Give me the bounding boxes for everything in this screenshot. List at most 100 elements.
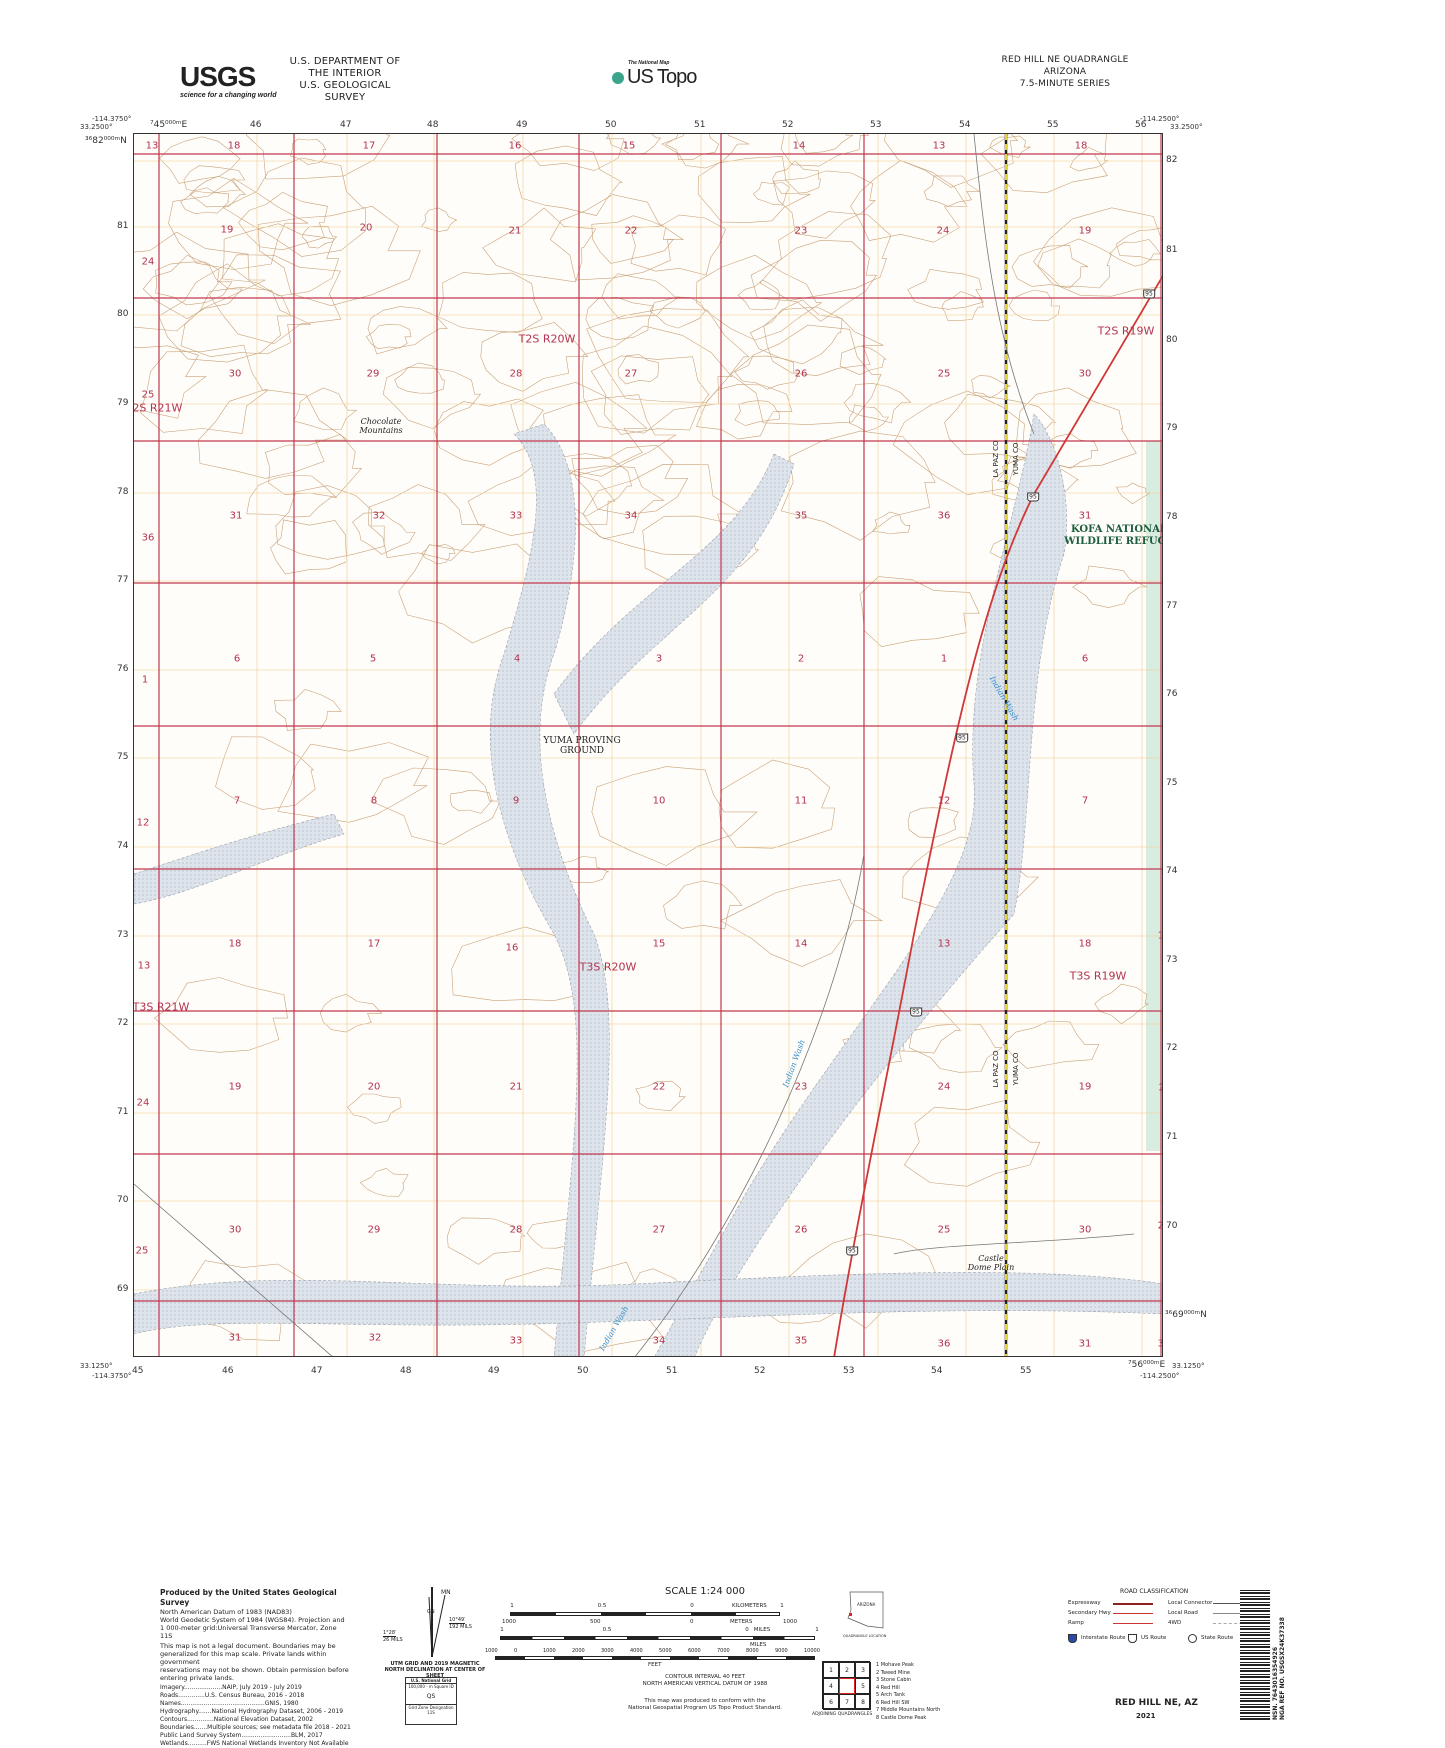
northing-label: 69 [117, 1284, 128, 1294]
section-number: 33 [510, 511, 523, 522]
northing-label: 82 [1166, 155, 1177, 165]
section-number: 9 [513, 796, 519, 807]
scale-label: 6000 [688, 1648, 701, 1654]
section-number: 30 [229, 369, 242, 380]
datum-line: North American Datum of 1983 (NAD83) [160, 1608, 350, 1616]
contour-line [630, 215, 725, 275]
map-year: 2021 [1136, 1712, 1155, 1720]
county-label: LA PAZ CO [992, 1050, 1000, 1087]
scale-label: 2000 [572, 1648, 585, 1654]
section-number: 15 [623, 141, 636, 152]
contour-line [198, 390, 347, 479]
contour-line [981, 134, 1107, 193]
easting-label: ⁷56⁰⁰⁰ᵐE [1128, 1360, 1165, 1370]
interstate-shield-icon [1068, 1634, 1077, 1643]
us-topo-logo: The National Map US Topo [612, 60, 696, 89]
adjoining-name: 5 Arch Tank [876, 1692, 940, 1700]
adjoining-cell: 4 [823, 1678, 839, 1694]
section-number: 26 [795, 1225, 808, 1236]
contour-line [422, 544, 456, 564]
adjoining-cell [839, 1678, 855, 1694]
contour-line [781, 431, 935, 540]
source-line: Imagery....................NAIP, July 20… [160, 1684, 350, 1692]
contour-line [738, 280, 780, 310]
contour-line [247, 475, 337, 517]
contour-line [276, 486, 384, 560]
corner-lon: -114.2500° [1140, 1372, 1179, 1380]
easting-label: 47 [340, 120, 351, 130]
northing-label: 76 [1166, 689, 1177, 699]
contour-line [512, 134, 624, 171]
northing-label: 75 [117, 752, 128, 762]
angle-label: 10°49′ [449, 1617, 465, 1624]
datum-line: 1 000-meter grid:Universal Transverse Me… [160, 1624, 350, 1640]
road-type-label: Expressway [1068, 1600, 1101, 1606]
adjoining-cell: 5 [855, 1678, 871, 1694]
section-number: 26 [795, 369, 808, 380]
source-line: Hydrography.......National Hydrography D… [160, 1708, 350, 1716]
contour-line [851, 161, 967, 243]
section-number: 22 [653, 1082, 666, 1093]
section-number: 31 [1079, 1339, 1092, 1350]
section-number: 25 [136, 1246, 149, 1257]
wash-area [490, 424, 609, 1357]
contour-line [591, 356, 709, 435]
section-number: 36 [142, 533, 155, 544]
section-number: 18 [229, 939, 242, 950]
scale-label: 1 [807, 1627, 827, 1633]
scale-label: 1000 [502, 1619, 516, 1625]
nga-ref: NGA REF NO. USGSX24K37338 [1279, 1590, 1286, 1720]
usng-box: U.S. National Grid 100,000 - m Square ID… [405, 1677, 457, 1725]
section-number: 13 [933, 141, 946, 152]
contour-line [840, 346, 886, 375]
section-number: 13 [938, 939, 951, 950]
county-label: YUMA CO [1012, 443, 1020, 476]
section-number: 24 [937, 226, 950, 237]
legal-line: entering private lands. [160, 1674, 350, 1682]
contour-line [320, 994, 381, 1032]
us-route-shield-icon [1128, 1634, 1137, 1643]
section-number: 18 [1079, 939, 1092, 950]
contour-line [422, 208, 457, 232]
contour-line [587, 309, 749, 403]
road-type-label: Local Road [1168, 1610, 1198, 1616]
location-caption: QUADRANGLE LOCATION [843, 1634, 886, 1638]
section-number: 19 [1079, 1082, 1092, 1093]
us-route-95-shield: 95 [910, 1008, 922, 1017]
scale-label: FEET [648, 1662, 661, 1668]
dept-line: U.S. GEOLOGICAL SURVEY [280, 80, 410, 104]
scale-bars: 10.50KILOMETERS1210005000METERS100020001… [480, 1600, 820, 1660]
usgs-logo: USGS [180, 61, 255, 93]
contour-line [1116, 227, 1163, 260]
section-number: 14 [795, 939, 808, 950]
adjoining-name: 4 Red Hill [876, 1685, 940, 1693]
place-chocolate-mountains: Chocolate Mountains [351, 417, 411, 435]
contour-note: NORTH AMERICAN VERTICAL DATUM OF 1988 [540, 1681, 870, 1688]
section-number: 13 [146, 141, 159, 152]
road-type-label: 4WD [1168, 1620, 1181, 1626]
section-number: 16 [506, 943, 519, 954]
mn-label: MN [441, 1589, 451, 1596]
northing-label: 72 [1166, 1043, 1177, 1053]
scale-label: MILES [752, 1627, 772, 1633]
contour-line [760, 212, 891, 301]
us-route-95-shield: 95 [956, 734, 968, 743]
adjoining-cell: 6 [823, 1694, 839, 1710]
source-line: Public Land Survey System...............… [160, 1732, 350, 1740]
easting-label: 55 [1020, 1366, 1031, 1376]
place-yuma-proving-ground: YUMA PROVING GROUND [542, 736, 622, 756]
contour-line [371, 768, 501, 844]
county-label: LA PAZ CO [992, 440, 1000, 477]
road-legend-title: ROAD CLASSIFICATION [1120, 1588, 1188, 1595]
section-number: 32 [1158, 1339, 1163, 1350]
easting-label: 47 [311, 1366, 322, 1376]
us-route-95-shield: 95 [1027, 493, 1039, 502]
contour-line [271, 520, 348, 574]
mils-label: 26 MILS [383, 1637, 403, 1643]
easting-label: 51 [694, 120, 705, 130]
adjoining-name: 6 Red Hill SW [876, 1700, 940, 1708]
section-number: 29 [368, 1225, 381, 1236]
